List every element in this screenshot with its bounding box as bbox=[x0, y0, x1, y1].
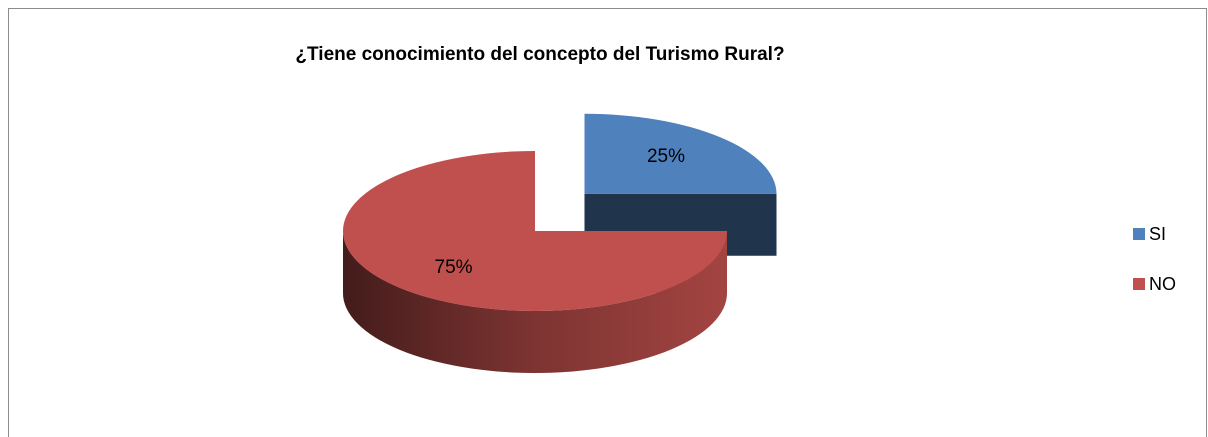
slice-side-shade bbox=[343, 231, 727, 373]
slice bbox=[584, 113, 777, 194]
legend: SI NO bbox=[1133, 224, 1176, 294]
pie: 25% 75% bbox=[343, 113, 777, 373]
data-label: 25% bbox=[647, 146, 685, 167]
legend-swatch bbox=[1133, 278, 1145, 290]
slice bbox=[343, 151, 727, 311]
legend-label: NO bbox=[1149, 274, 1176, 294]
data-label: 75% bbox=[435, 257, 473, 278]
legend-label: SI bbox=[1149, 224, 1166, 244]
legend-swatch bbox=[1133, 228, 1145, 240]
chart-title: ¿Tiene conocimiento del concepto del Tur… bbox=[295, 44, 784, 65]
